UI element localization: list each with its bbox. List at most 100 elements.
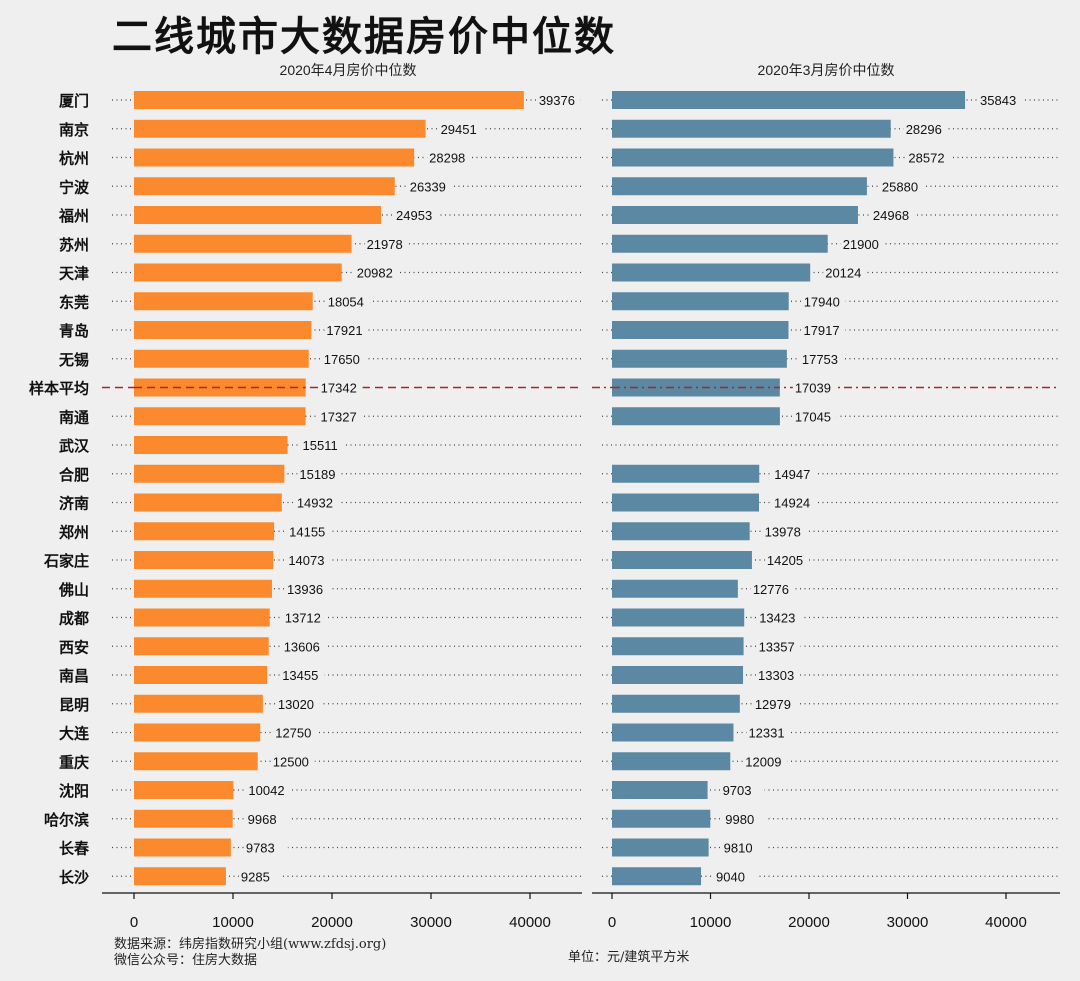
apr-bar	[134, 436, 288, 454]
mar-bar	[612, 867, 702, 886]
apr-bar	[134, 234, 352, 253]
wechat-note: 微信公众号：住房大数据	[114, 953, 258, 968]
category-label: 西安	[59, 638, 89, 656]
apr-bar	[134, 608, 270, 627]
apr-bar	[134, 867, 226, 886]
apr-x-tick-label: 0	[130, 914, 138, 931]
apr-value-label: 14155	[289, 524, 325, 539]
category-label: 南京	[59, 121, 89, 139]
apr-value-label-bg	[294, 495, 339, 510]
mar-value-label-bg	[870, 208, 915, 222]
apr-bar	[134, 809, 233, 828]
mar-value-label-bg	[906, 150, 951, 165]
mar-value-label: 9040	[716, 869, 745, 884]
mar-bar	[612, 493, 760, 512]
apr-value-label: 21978	[367, 237, 403, 252]
mar-value-label: 12979	[755, 697, 791, 712]
mar-value-label: 17045	[795, 409, 831, 424]
mar-value-label: 14924	[774, 496, 810, 511]
apr-value-label-bg	[536, 93, 581, 107]
apr-value-label-bg	[324, 323, 369, 337]
apr-bar	[134, 321, 312, 339]
apr-value-label: 17342	[321, 381, 357, 396]
apr-bar	[134, 91, 524, 109]
mar-x-tick-label: 40000	[985, 914, 1027, 931]
apr-value-label-bg	[245, 811, 290, 826]
apr-value-label: 12750	[275, 726, 311, 741]
apr-value-label: 18054	[328, 294, 364, 309]
apr-bar	[134, 464, 285, 483]
apr-value-label: 29451	[441, 122, 477, 137]
category-label: 昆明	[59, 696, 89, 714]
category-label: 福州	[58, 207, 89, 225]
mar-bar	[612, 579, 738, 598]
mar-value-label-bg	[757, 610, 802, 625]
mar-value-label: 9980	[725, 812, 754, 827]
apr-bar	[134, 493, 282, 512]
apr-value-label: 24953	[396, 208, 432, 223]
apr-value-label: 15511	[303, 438, 338, 453]
category-label: 青岛	[59, 322, 89, 340]
category-label: 济南	[59, 495, 89, 513]
mar-value-label: 17917	[803, 323, 839, 338]
mar-bar	[612, 694, 740, 713]
mar-value-label-bg	[978, 93, 1023, 107]
mar-value-label-bg	[903, 121, 948, 136]
apr-value-label: 17921	[326, 323, 362, 338]
apr-value-label: 13936	[287, 582, 323, 597]
mar-value-label-bg	[720, 783, 765, 797]
mar-bar	[612, 637, 744, 656]
category-label: 样本平均	[29, 380, 89, 398]
category-label: 武汉	[59, 437, 90, 455]
apr-value-label: 14932	[297, 496, 333, 511]
mar-value-label: 25880	[882, 179, 918, 194]
apr-value-label-bg	[281, 639, 326, 654]
source-note: 数据来源：纬房指数研究小组(www.zfdsj.org)	[114, 937, 387, 952]
apr-value-label: 12500	[273, 754, 309, 769]
mar-x-tick-label: 20000	[788, 914, 830, 931]
apr-bar	[134, 838, 231, 857]
mar-value-label-bg	[799, 351, 844, 366]
mar-value-label: 14205	[767, 553, 803, 568]
mar-value-label-bg	[792, 380, 837, 395]
apr-panel-title: 2020年4月房价中位数	[280, 62, 417, 78]
apr-value-label-bg	[364, 236, 409, 251]
mar-bar	[612, 234, 828, 253]
apr-value-label-bg	[321, 351, 366, 366]
apr-value-label: 15189	[299, 467, 335, 482]
apr-bar	[134, 723, 261, 742]
apr-value-label-bg	[297, 466, 342, 481]
mar-bar	[612, 263, 811, 282]
apr-bar	[134, 522, 275, 541]
mar-value-label-bg	[772, 466, 817, 481]
apr-bar	[134, 206, 382, 224]
apr-value-label-bg	[284, 581, 329, 596]
mar-value-label-bg	[756, 639, 801, 654]
category-label: 南昌	[59, 667, 89, 685]
mar-value-label: 13978	[765, 524, 801, 539]
mar-bar	[612, 522, 750, 541]
apr-x-tick-label: 20000	[311, 914, 353, 931]
apr-value-label-bg	[246, 783, 291, 797]
apr-value-label: 17650	[324, 352, 360, 367]
mar-value-label-bg	[792, 409, 837, 424]
apr-bar	[134, 407, 306, 426]
apr-bar	[134, 752, 258, 771]
mar-bar	[612, 723, 734, 742]
apr-value-label: 20982	[357, 266, 393, 281]
apr-value-label: 14073	[288, 553, 324, 568]
mar-bar	[612, 206, 858, 224]
mar-value-label: 13303	[758, 668, 794, 683]
mar-value-label: 24968	[873, 208, 909, 223]
category-label: 厦门	[59, 92, 89, 110]
apr-value-label: 26339	[410, 179, 446, 194]
mar-x-tick-label: 30000	[887, 914, 929, 931]
apr-x-tick-label: 10000	[212, 914, 254, 931]
mar-value-label-bg	[801, 323, 846, 337]
mar-value-label: 35843	[980, 93, 1016, 108]
apr-bar	[134, 177, 395, 196]
apr-bar	[134, 666, 268, 684]
apr-bar	[134, 148, 415, 167]
apr-x-tick-label: 40000	[509, 914, 551, 931]
mar-value-label-bg	[823, 265, 868, 280]
